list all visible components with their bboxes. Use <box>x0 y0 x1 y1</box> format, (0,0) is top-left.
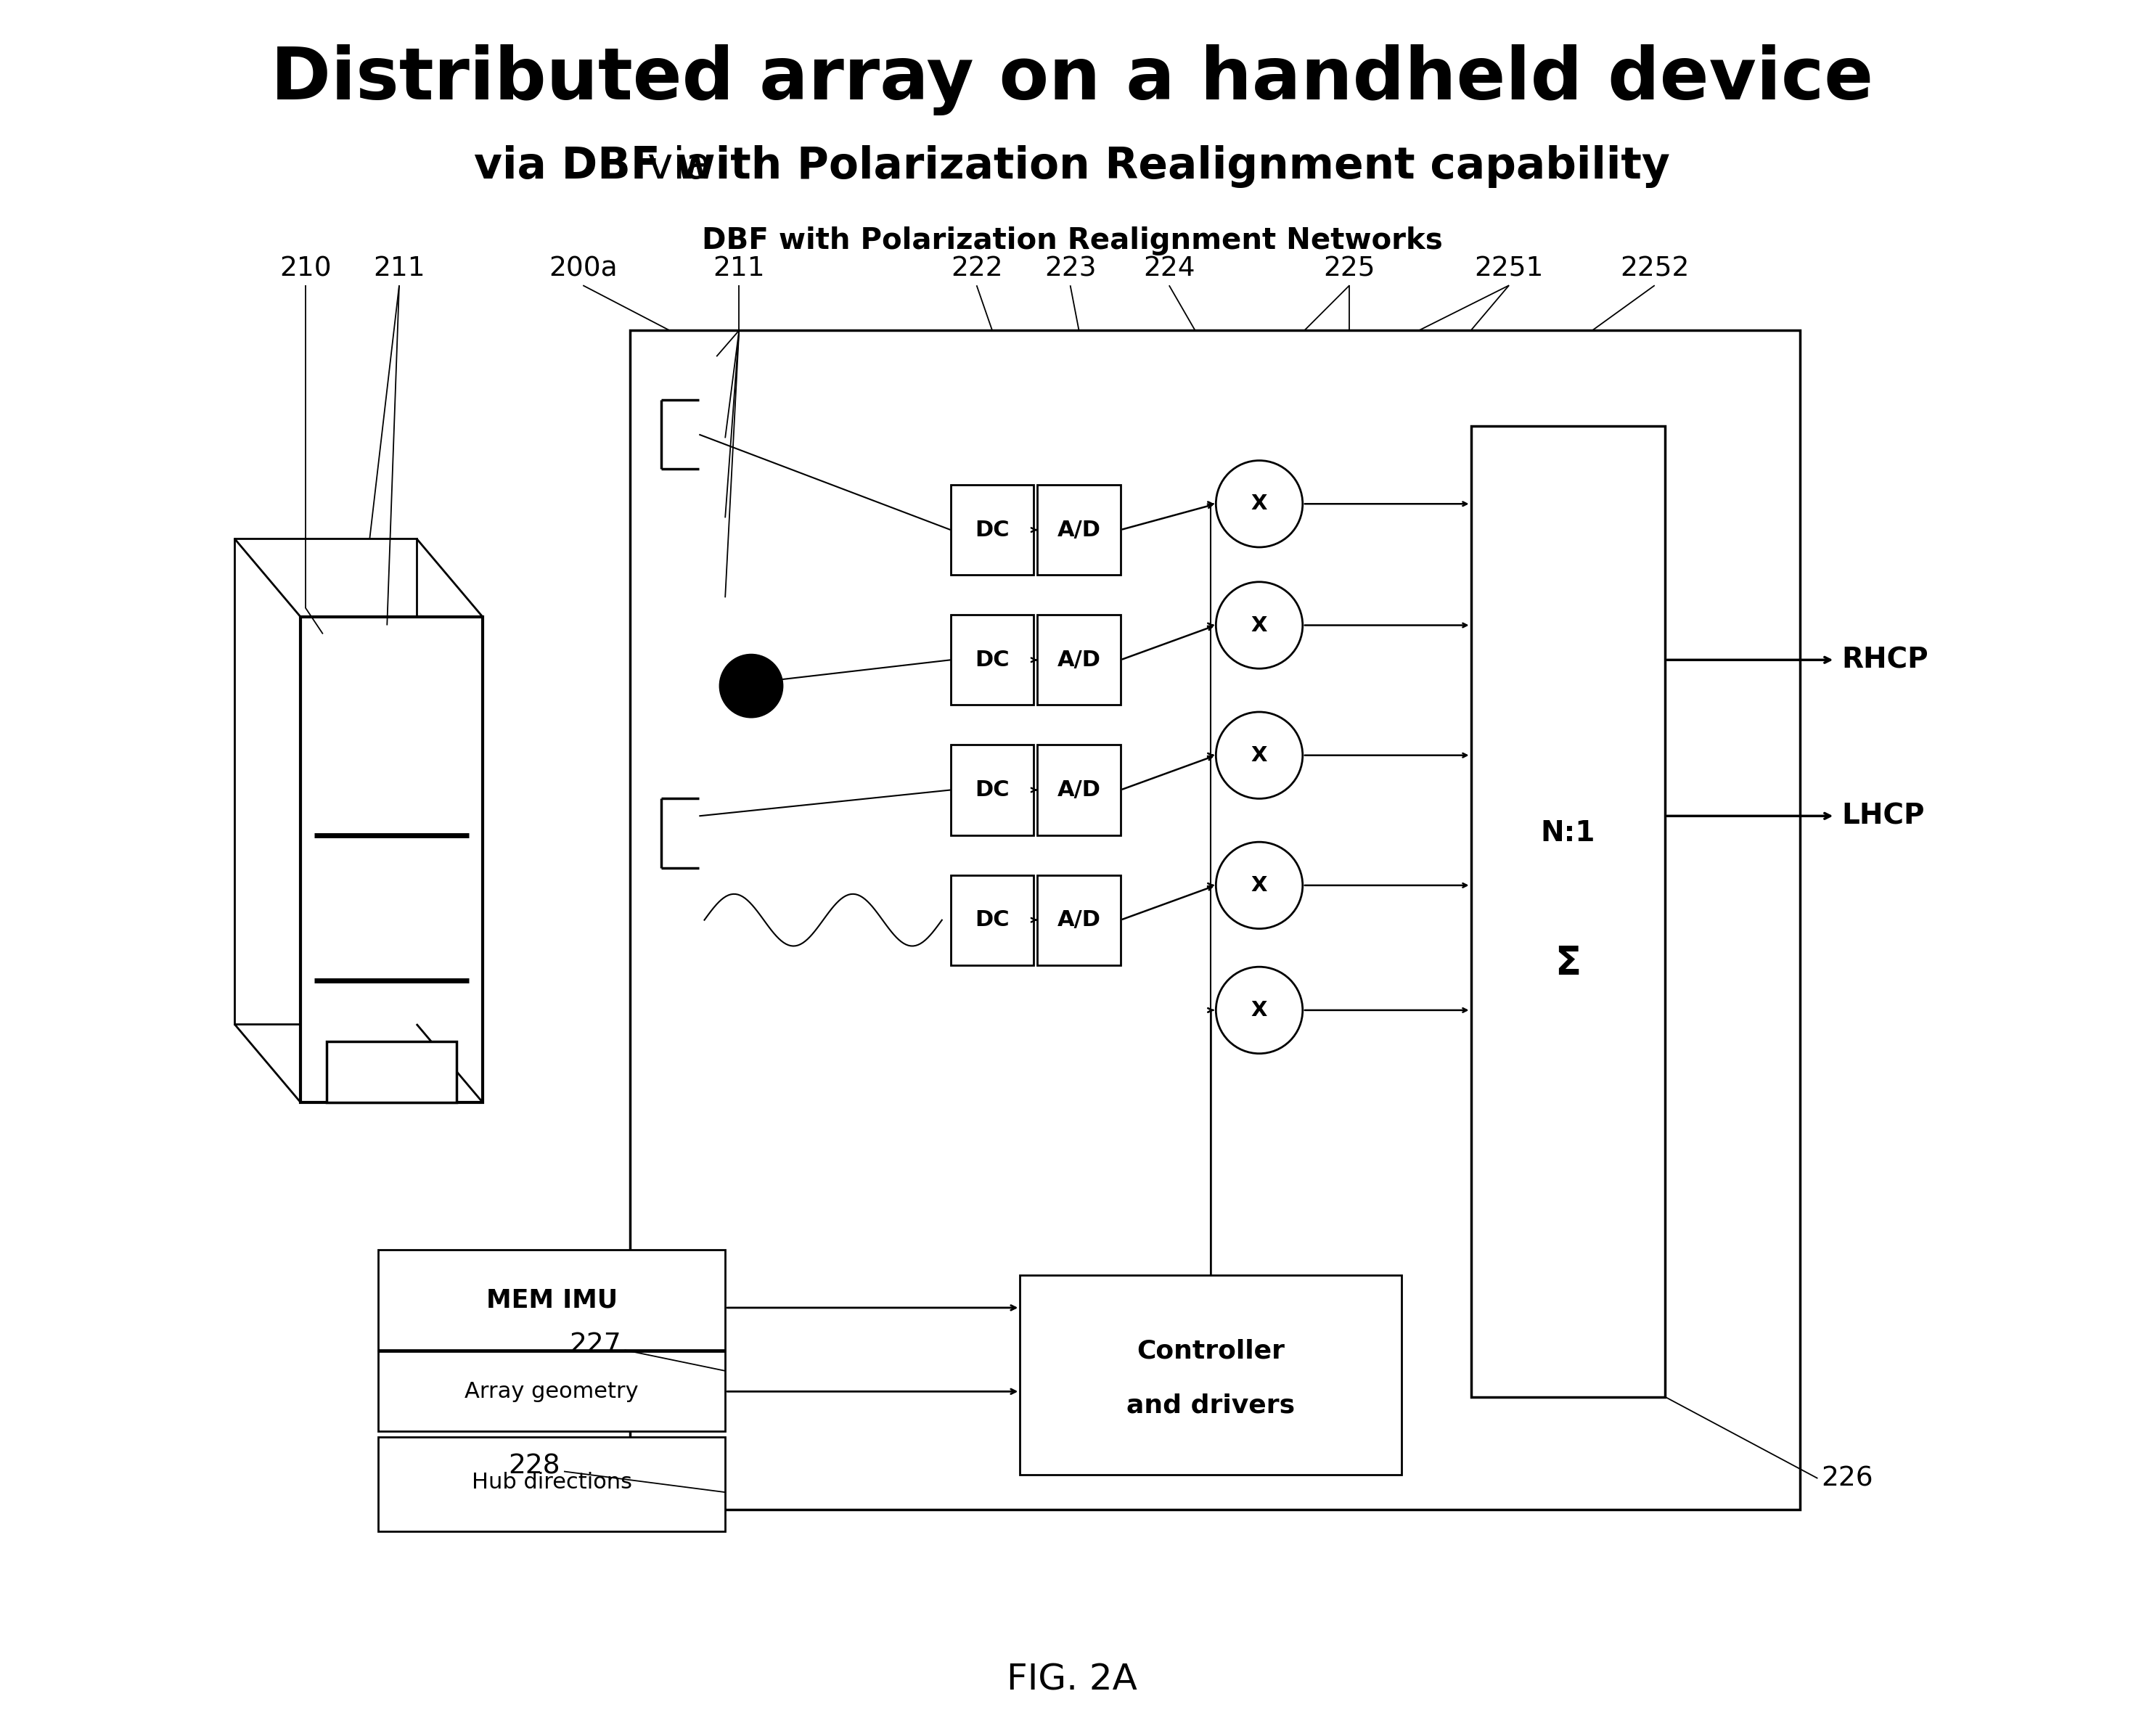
Text: DC: DC <box>976 519 1010 540</box>
Text: X: X <box>1252 615 1267 635</box>
Circle shape <box>1216 842 1304 929</box>
Bar <box>1471 425 1666 1397</box>
Bar <box>950 875 1033 965</box>
Text: 2251: 2251 <box>1475 255 1544 281</box>
Text: RHCP: RHCP <box>1842 646 1930 674</box>
Text: 211: 211 <box>714 255 765 281</box>
Bar <box>377 1250 725 1349</box>
Bar <box>950 745 1033 835</box>
Text: 223: 223 <box>1044 255 1096 281</box>
Text: DC: DC <box>976 910 1010 930</box>
Bar <box>1357 399 1466 1059</box>
Text: A/D: A/D <box>1057 779 1100 800</box>
Text: 200a: 200a <box>549 255 617 281</box>
Text: A/D: A/D <box>1057 519 1100 540</box>
Text: DC: DC <box>976 649 1010 670</box>
Circle shape <box>1216 582 1304 668</box>
Text: X: X <box>1252 1000 1267 1021</box>
Circle shape <box>1216 712 1304 799</box>
Text: X: X <box>1252 875 1267 896</box>
Bar <box>1021 1276 1402 1476</box>
Text: Controller: Controller <box>1136 1338 1284 1363</box>
Text: LHCP: LHCP <box>1842 802 1925 830</box>
Text: DC: DC <box>976 779 1010 800</box>
Bar <box>630 330 1801 1510</box>
Text: Hub directions: Hub directions <box>472 1472 632 1493</box>
Text: MEM IMU: MEM IMU <box>487 1288 617 1312</box>
Text: A/D: A/D <box>1057 910 1100 930</box>
Text: Array geometry: Array geometry <box>465 1380 639 1403</box>
Bar <box>1038 484 1121 575</box>
Text: X: X <box>1252 745 1267 766</box>
Circle shape <box>1216 460 1304 547</box>
Bar <box>377 1437 725 1531</box>
Text: via: via <box>647 144 725 187</box>
Bar <box>950 484 1033 575</box>
Bar <box>377 1351 725 1432</box>
Circle shape <box>720 654 783 717</box>
Text: 227: 227 <box>568 1332 622 1358</box>
Text: DBF with Polarization Realignment Networks: DBF with Polarization Realignment Networ… <box>701 226 1443 255</box>
Text: FIG. 2A: FIG. 2A <box>1008 1661 1136 1696</box>
Text: 210: 210 <box>279 255 332 281</box>
Text: Σ: Σ <box>1554 944 1580 983</box>
Text: X: X <box>1252 493 1267 514</box>
Text: 226: 226 <box>1820 1465 1874 1491</box>
Bar <box>1166 399 1471 1059</box>
Text: 228: 228 <box>508 1453 560 1479</box>
Bar <box>234 538 416 1024</box>
Bar <box>326 1042 457 1102</box>
Text: and drivers: and drivers <box>1126 1392 1295 1417</box>
Text: 222: 222 <box>950 255 1003 281</box>
Bar <box>950 615 1033 705</box>
Text: 211: 211 <box>373 255 425 281</box>
Circle shape <box>1216 967 1304 1054</box>
Text: 224: 224 <box>1143 255 1194 281</box>
Bar <box>1038 745 1121 835</box>
Text: N:1: N:1 <box>1542 819 1595 847</box>
Bar <box>300 616 482 1102</box>
Text: 225: 225 <box>1323 255 1376 281</box>
Text: Distributed array on a handheld device: Distributed array on a handheld device <box>270 45 1874 116</box>
Text: via DBF with Polarization Realignment capability: via DBF with Polarization Realignment ca… <box>474 144 1670 187</box>
Bar <box>1038 875 1121 965</box>
Text: 2252: 2252 <box>1621 255 1689 281</box>
Text: A/D: A/D <box>1057 649 1100 670</box>
Bar <box>1038 615 1121 705</box>
